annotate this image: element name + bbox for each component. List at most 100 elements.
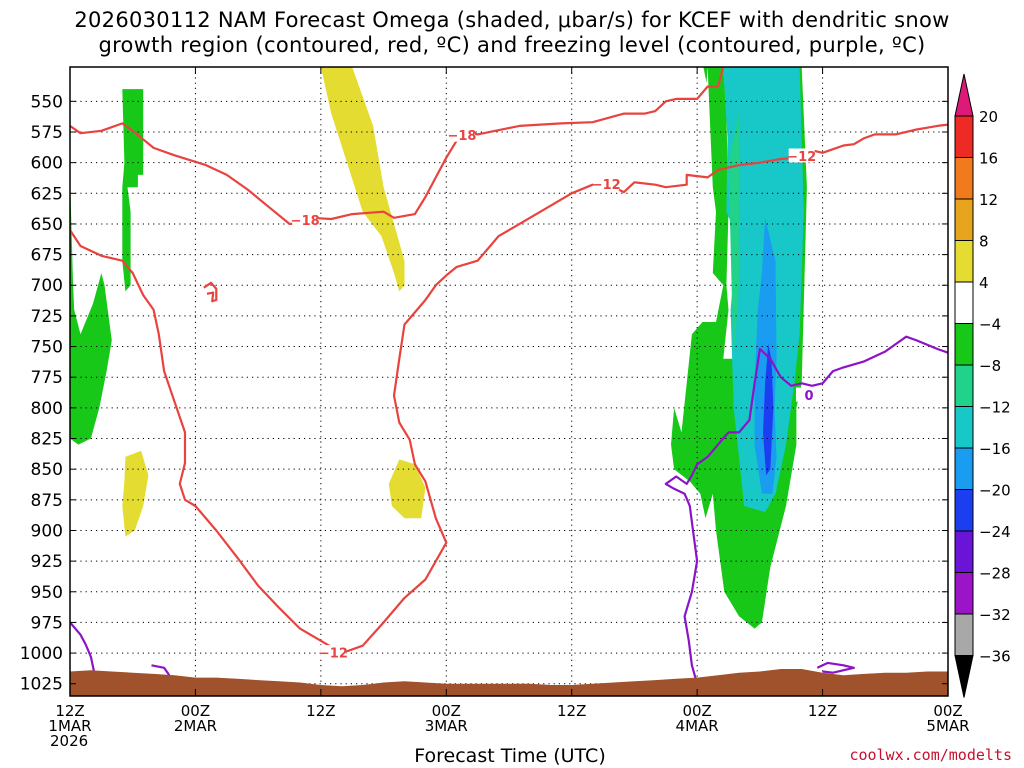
x-tick-label: 5MAR	[926, 717, 969, 735]
dgz-minus12-contour	[70, 123, 948, 655]
colorbar-label: −16	[979, 440, 1011, 458]
y-tick-label: 875	[31, 491, 63, 511]
colorbar-label: 16	[979, 150, 998, 168]
freezing-level-contour	[70, 621, 96, 672]
x-tick-label: 00Z	[181, 702, 210, 720]
freezing-level-contour-3	[816, 661, 855, 674]
ground-surface	[70, 669, 948, 696]
y-tick-label: 850	[31, 460, 63, 480]
omega-region-sink-blob-1	[122, 450, 149, 537]
x-tick-label: 12Z	[306, 702, 335, 720]
omega-region-lift-teal-edge	[728, 113, 739, 359]
y-tick-label: 775	[31, 368, 63, 388]
contour-label-bg	[593, 176, 620, 191]
colorbar-label: −24	[979, 523, 1011, 541]
colorbar-label: 8	[979, 233, 989, 251]
site-credit: coolwx.com/modelts	[849, 746, 1012, 764]
omega-region-lift-top-green	[710, 67, 715, 90]
x-tick-label: 12Z	[808, 702, 837, 720]
plot-frame	[69, 66, 949, 697]
colorbar-segment	[954, 240, 974, 283]
x-tick-label: 3MAR	[425, 717, 468, 735]
omega-region-sink-band-day1	[320, 67, 405, 292]
colorbar-label: 4	[979, 274, 989, 292]
x-tick-label: 00Z	[933, 702, 962, 720]
colorbar-segment	[954, 281, 974, 324]
contour-label-bg	[320, 645, 347, 660]
contour-label-bg	[292, 212, 319, 227]
dgz-minus18-contour	[70, 67, 725, 225]
colorbar-label: −32	[979, 606, 1011, 624]
y-tick-label: 975	[31, 613, 63, 633]
freezing-level-contour-main	[664, 335, 948, 684]
contour-label: −12	[787, 150, 816, 165]
omega-shading	[70, 67, 807, 629]
colorbar-label: 12	[979, 191, 998, 209]
y-axis: 550 575 600 625 650 675 700 725 750 775 800 825 850 8…	[20, 92, 948, 695]
y-tick-label: 1025	[20, 675, 63, 695]
grid-lines	[70, 67, 948, 696]
x-tick-label: 12Z	[557, 702, 586, 720]
colorbar-segment	[954, 115, 974, 158]
y-tick-label: 600	[31, 154, 63, 174]
chart-title-line1: 2026030112 NAM Forecast Omega (shaded, μ…	[74, 8, 950, 32]
contour-label-bg	[448, 127, 475, 142]
colorbar-segment	[954, 489, 974, 532]
x-tick-label: 2MAR	[174, 717, 217, 735]
colorbar-segment	[954, 572, 974, 615]
y-tick-label: 650	[31, 215, 63, 235]
ground-fill	[70, 669, 948, 696]
x-tick-label: 00Z	[432, 702, 461, 720]
contour-label: −18	[291, 214, 320, 229]
x-tick-label: 4MAR	[676, 717, 719, 735]
y-tick-label: 725	[31, 307, 63, 327]
contour-label-bg	[788, 148, 815, 163]
y-tick-label: 700	[31, 276, 63, 296]
x-tick-label: 12Z	[55, 702, 84, 720]
omega-region-sink-blob-2	[388, 459, 426, 519]
y-tick-label: 1000	[20, 644, 63, 664]
contour-label: 0	[804, 389, 813, 404]
y-tick-label: 550	[31, 92, 63, 112]
colorbar-segment	[954, 364, 974, 407]
colorbar-label: −8	[979, 357, 1001, 375]
y-tick-label: 750	[31, 338, 63, 358]
contour-label: −18	[447, 129, 476, 144]
colorbar-label: −12	[979, 399, 1011, 417]
colorbar-segment	[954, 406, 974, 449]
y-tick-label: 925	[31, 552, 63, 572]
colorbar-label: −36	[979, 648, 1011, 666]
x-axis-title: Forecast Time (UTC)	[414, 745, 606, 767]
colorbar-label: −28	[979, 565, 1011, 583]
omega-region-lift-early-lower	[70, 174, 112, 445]
freezing-level-contour-2	[151, 664, 171, 676]
colorbar-top-arrow	[954, 73, 974, 117]
colorbar: 20 16 12 8 4 −4 −8 −12 −16 −20 −24 −28 −32 −36	[954, 73, 1011, 698]
colorbar-segment	[954, 198, 974, 241]
colorbar-segment	[954, 530, 974, 573]
y-tick-label: 575	[31, 123, 63, 143]
colorbar-bottom-arrow	[954, 655, 974, 698]
chart-title-line2: growth region (contoured, red, ºC) and f…	[98, 33, 926, 57]
y-tick-label: 900	[31, 521, 63, 541]
colorbar-segment	[954, 157, 974, 200]
x-tick-label: 00Z	[682, 702, 711, 720]
omega-region-lift-early-upper	[122, 89, 144, 292]
y-tick-label: 675	[31, 246, 63, 266]
y-tick-label: 625	[31, 184, 63, 204]
omega-region-lift-sliver-top	[703, 67, 708, 83]
y-tick-label: 800	[31, 399, 63, 419]
contour-label-bg	[795, 387, 822, 402]
colorbar-label: −4	[979, 316, 1001, 334]
x-tick-label: 2026	[50, 732, 88, 750]
colorbar-segment	[954, 323, 974, 366]
contour-label: −12	[319, 647, 348, 662]
dgz-minus12-small-loop	[203, 281, 218, 303]
y-tick-label: 825	[31, 430, 63, 450]
colorbar-label: 20	[979, 108, 998, 126]
y-tick-label: 950	[31, 583, 63, 603]
omega-region-strong-lift-darkblue	[763, 344, 774, 476]
colorbar-segment	[954, 447, 974, 490]
